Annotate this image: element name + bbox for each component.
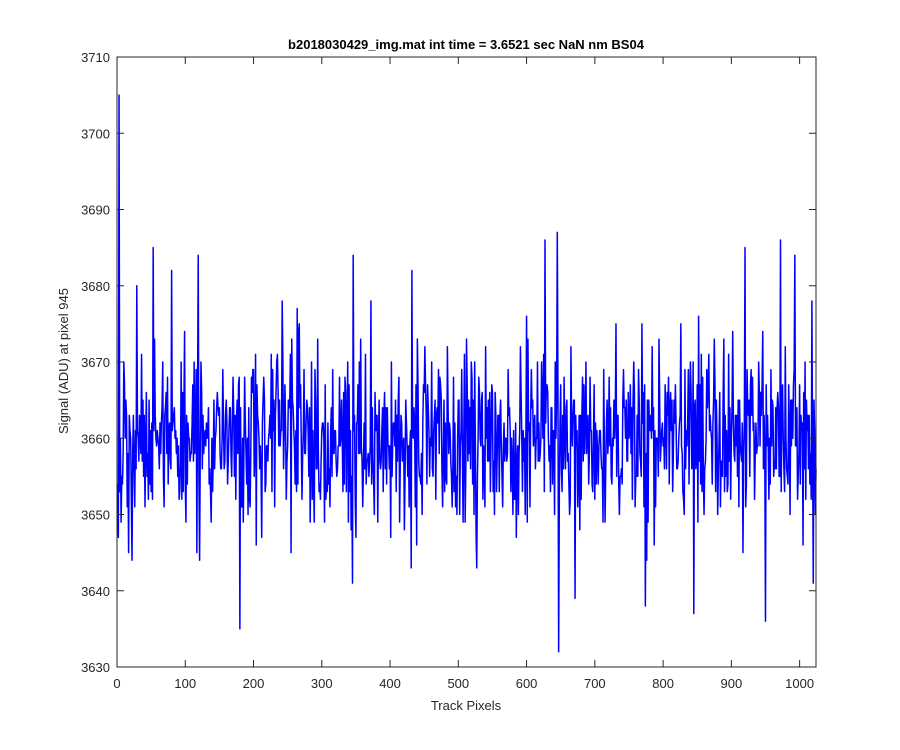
x-tick-label: 700 <box>584 676 606 691</box>
y-tick-label: 3700 <box>81 126 110 141</box>
y-tick-label: 3650 <box>81 508 110 523</box>
y-tick-label: 3630 <box>81 660 110 675</box>
y-tick-label: 3690 <box>81 203 110 218</box>
x-tick-label: 800 <box>652 676 674 691</box>
y-tick-label: 3680 <box>81 279 110 294</box>
x-axis-label: Track Pixels <box>431 698 502 713</box>
x-tick-label: 100 <box>174 676 196 691</box>
x-tick-label: 1000 <box>785 676 814 691</box>
y-tick-label: 3710 <box>81 50 110 65</box>
chart-title: b2018030429_img.mat int time = 3.6521 se… <box>288 37 645 52</box>
x-tick-label: 600 <box>516 676 538 691</box>
y-tick-label: 3660 <box>81 431 110 446</box>
axis-ticks: 0 100 200 300 400 500 600 700 800 900 1000 3630 3640… <box>81 50 816 691</box>
x-tick-label: 400 <box>379 676 401 691</box>
x-tick-label: 300 <box>311 676 333 691</box>
y-axis-label: Signal (ADU) at pixel 945 <box>56 288 71 434</box>
y-tick-label: 3640 <box>81 584 110 599</box>
x-tick-label: 0 <box>113 676 120 691</box>
y-tick-label: 3670 <box>81 355 110 370</box>
signal-series-line <box>116 94 817 653</box>
axes-box <box>116 56 817 668</box>
x-tick-label: 500 <box>447 676 469 691</box>
plot-area <box>116 94 817 653</box>
x-tick-label: 200 <box>243 676 265 691</box>
x-tick-label: 900 <box>721 676 743 691</box>
